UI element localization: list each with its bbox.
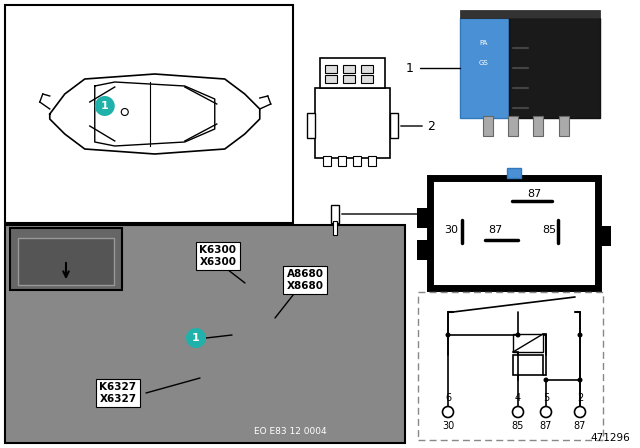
- Circle shape: [577, 332, 582, 337]
- Polygon shape: [50, 74, 260, 154]
- Text: 1: 1: [406, 61, 414, 74]
- Bar: [320, 58, 385, 88]
- Bar: [430, 178, 598, 288]
- Text: 2: 2: [577, 393, 583, 403]
- Text: 30: 30: [444, 225, 458, 235]
- Text: 85: 85: [512, 421, 524, 431]
- Bar: [315, 88, 390, 158]
- Circle shape: [577, 378, 582, 383]
- Bar: [361, 75, 373, 83]
- Text: 5: 5: [543, 393, 549, 403]
- Text: PA: PA: [479, 40, 488, 46]
- Bar: [483, 116, 493, 136]
- Circle shape: [543, 378, 548, 383]
- Circle shape: [186, 328, 206, 348]
- Circle shape: [541, 406, 552, 418]
- Bar: [368, 156, 376, 166]
- Bar: [417, 208, 430, 228]
- Text: GS: GS: [479, 60, 489, 66]
- Bar: [417, 240, 430, 260]
- Circle shape: [121, 108, 128, 116]
- Circle shape: [513, 406, 524, 418]
- Bar: [513, 355, 543, 375]
- Bar: [509, 18, 600, 118]
- Bar: [338, 156, 346, 166]
- Text: 87: 87: [574, 421, 586, 431]
- Bar: [5, 225, 405, 443]
- Bar: [507, 168, 521, 178]
- Bar: [508, 116, 518, 136]
- Circle shape: [95, 96, 115, 116]
- Bar: [343, 75, 355, 83]
- Circle shape: [442, 406, 454, 418]
- Text: 3: 3: [427, 207, 435, 220]
- Bar: [418, 292, 603, 440]
- Bar: [5, 5, 293, 223]
- Bar: [460, 18, 509, 118]
- Text: 471296: 471296: [590, 433, 630, 443]
- Bar: [18, 238, 114, 285]
- Text: K6327
X6327: K6327 X6327: [99, 382, 136, 404]
- Text: 87: 87: [527, 189, 541, 199]
- Bar: [353, 156, 361, 166]
- Bar: [333, 221, 337, 235]
- Bar: [559, 116, 568, 136]
- Bar: [598, 226, 611, 246]
- Text: A8680
X8680: A8680 X8680: [287, 269, 323, 291]
- Circle shape: [445, 332, 451, 337]
- Text: 85: 85: [542, 225, 556, 235]
- Bar: [325, 65, 337, 73]
- Text: K6300
X6300: K6300 X6300: [200, 245, 237, 267]
- Text: EO E83 12 0004: EO E83 12 0004: [253, 427, 326, 436]
- Text: 6: 6: [445, 393, 451, 403]
- Text: 4: 4: [515, 393, 521, 403]
- Bar: [325, 75, 337, 83]
- Bar: [533, 116, 543, 136]
- Bar: [390, 113, 398, 138]
- Text: 87: 87: [488, 225, 502, 235]
- Text: 2: 2: [427, 120, 435, 133]
- Text: 87: 87: [540, 421, 552, 431]
- Bar: [323, 156, 331, 166]
- Circle shape: [515, 332, 520, 337]
- Bar: [361, 65, 373, 73]
- Bar: [513, 334, 543, 352]
- Bar: [331, 205, 339, 223]
- Bar: [460, 10, 600, 18]
- Circle shape: [575, 406, 586, 418]
- Bar: [343, 65, 355, 73]
- Bar: [307, 113, 315, 138]
- Text: 1: 1: [192, 333, 200, 343]
- Text: 1: 1: [101, 101, 109, 111]
- Bar: [10, 228, 122, 290]
- Text: 30: 30: [442, 421, 454, 431]
